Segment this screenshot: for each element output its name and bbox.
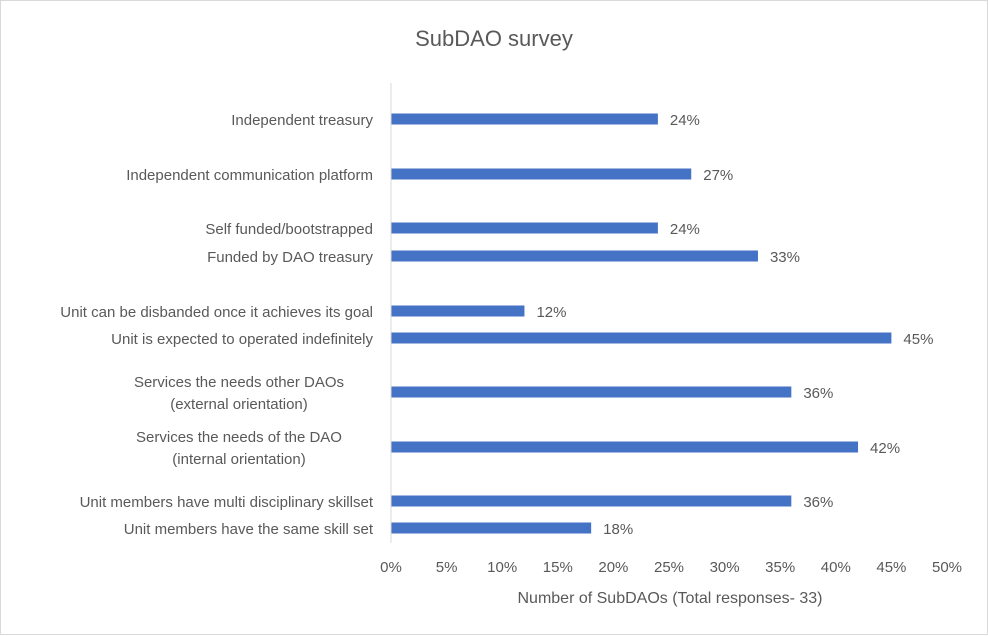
category-label-9: Unit members have the same skill set — [124, 521, 374, 538]
bar-6 — [391, 386, 792, 398]
data-label-2: 24% — [670, 221, 700, 238]
data-label-1: 27% — [703, 167, 733, 184]
category-label-2: Self funded/bootstrapped — [205, 221, 373, 238]
chart-title: SubDAO survey — [415, 26, 573, 51]
category-label-1: Independent communication platform — [126, 167, 373, 184]
category-label-0: Independent treasury — [231, 112, 373, 129]
x-axis-title: Number of SubDAOs (Total responses- 33) — [517, 590, 822, 607]
x-tick-labels: 0% 5% 10% 15% 20% 25% 30% 35% 40% 45% 50% — [380, 559, 962, 576]
data-label-9: 18% — [603, 521, 633, 538]
category-label-8: Unit members have multi disciplinary ski… — [80, 494, 374, 511]
data-label-6: 36% — [803, 385, 833, 402]
x-tick-label-5: 25% — [654, 559, 684, 576]
data-label-3: 33% — [770, 249, 800, 266]
data-label-7: 42% — [870, 440, 900, 457]
data-label-8: 36% — [803, 494, 833, 511]
category-label-7-line-0: Services the needs of the DAO — [136, 429, 342, 446]
bar-0 — [391, 113, 658, 125]
bar-4 — [391, 305, 525, 317]
bar-7 — [391, 441, 859, 453]
bars — [391, 113, 892, 534]
x-tick-label-7: 35% — [765, 559, 795, 576]
data-label-5: 45% — [903, 331, 933, 348]
bar-9 — [391, 522, 592, 534]
category-labels: Independent treasury Independent communic… — [60, 112, 374, 538]
x-tick-label-0: 0% — [380, 559, 402, 576]
x-tick-label-9: 45% — [876, 559, 906, 576]
bar-8 — [391, 495, 792, 507]
x-tick-label-6: 30% — [710, 559, 740, 576]
data-label-4: 12% — [536, 304, 566, 321]
x-tick-label-10: 50% — [932, 559, 962, 576]
category-label-6-line-0: Services the needs other DAOs — [134, 374, 344, 391]
category-label-6-line-1: (external orientation) — [170, 396, 308, 413]
category-label-3: Funded by DAO treasury — [207, 249, 373, 266]
category-label-7-line-1: (internal orientation) — [172, 451, 305, 468]
bar-2 — [391, 222, 658, 234]
category-label-4: Unit can be disbanded once it achieves i… — [60, 304, 373, 321]
data-labels: 24% 27% 24% 33% 12% 45% 36% 42% 36% 18% — [536, 112, 933, 538]
category-label-5: Unit is expected to operated indefinitel… — [111, 331, 373, 348]
bar-1 — [391, 168, 692, 180]
x-tick-label-2: 10% — [487, 559, 517, 576]
bar-3 — [391, 250, 758, 262]
x-tick-label-3: 15% — [543, 559, 573, 576]
x-tick-label-4: 20% — [598, 559, 628, 576]
data-label-0: 24% — [670, 112, 700, 129]
x-tick-label-8: 40% — [821, 559, 851, 576]
bar-5 — [391, 332, 892, 344]
x-tick-label-1: 5% — [436, 559, 458, 576]
